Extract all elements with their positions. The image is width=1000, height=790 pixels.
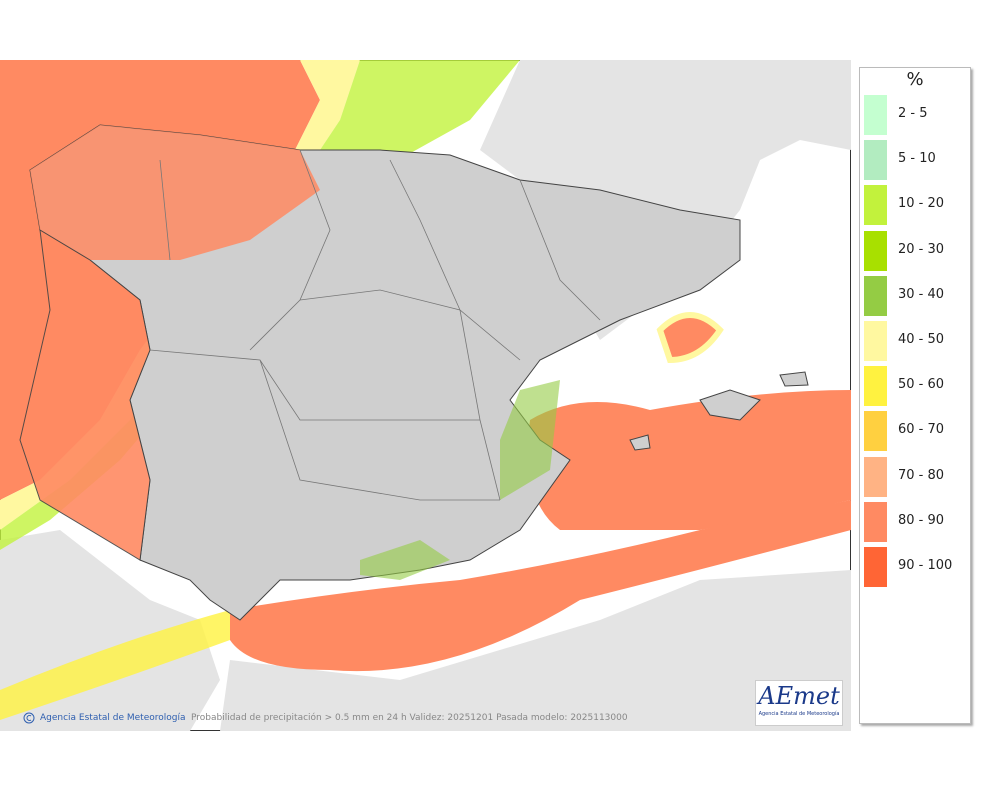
legend-swatch (864, 321, 887, 361)
logo-text: AEmet (758, 682, 840, 710)
legend-label: 40 - 50 (898, 332, 945, 347)
legend-label: 30 - 40 (898, 286, 945, 302)
legend-swatch (864, 366, 887, 407)
legend-swatch (864, 230, 887, 271)
legend-swatch (864, 185, 887, 226)
field-granada (360, 540, 450, 580)
legend-label: 90 - 100 (898, 558, 953, 573)
caption: Probabilidad de precipitación > 0.5 mm e… (191, 713, 628, 723)
legend-swatch (864, 456, 887, 497)
legend-item: 30 - 40 (864, 275, 968, 316)
field-cell (656, 312, 724, 364)
legend-swatch (864, 547, 887, 587)
legend-label: 10 - 20 (898, 196, 945, 212)
legend-swatch (864, 140, 887, 181)
legend-item: 40 - 50 (864, 321, 968, 361)
field-balearic (528, 390, 851, 530)
legend-label: 60 - 70 (898, 422, 945, 438)
legend-item: 2 - 5 (864, 95, 968, 135)
legend-swatch (864, 95, 887, 135)
legend-label: 80 - 90 (898, 512, 945, 528)
credit: Agencia Estatal de Meteorología (40, 713, 186, 723)
mallorca (699, 389, 761, 421)
menorca (779, 371, 809, 387)
logo-subtitle: Agencia Estatal de Meteorología (758, 711, 840, 717)
legend-item: 90 - 100 (864, 547, 968, 587)
legend-swatch (864, 501, 887, 542)
legend-label: 20 - 30 (898, 241, 945, 257)
map (0, 60, 851, 731)
legend-swatch (864, 275, 887, 316)
regions (149, 149, 601, 501)
legend-item: 10 - 20 (864, 185, 968, 226)
legend-label: 5 - 10 (898, 151, 936, 167)
legend-item: 70 - 80 (864, 456, 968, 497)
legend-label: 70 - 80 (898, 467, 945, 483)
ibiza (629, 434, 651, 451)
legend-label: 2 - 5 (898, 106, 928, 121)
legend: % 2 - 5 5 - 10 10 - 20 20 - 30 30 - 40 40 - 5… (859, 67, 971, 724)
portugal (19, 229, 151, 561)
legend-item: 60 - 70 (864, 411, 968, 452)
band-strait (0, 610, 230, 720)
legend-item: 20 - 30 (864, 230, 968, 271)
field-alboran (230, 500, 851, 672)
africa (220, 570, 851, 731)
legend-label: 50 - 60 (898, 377, 945, 393)
legend-item: 80 - 90 (864, 501, 968, 542)
logo: AEmet Agencia Estatal de Meteorología (755, 680, 843, 726)
legend-item: 5 - 10 (864, 140, 968, 181)
legend-item: 50 - 60 (864, 366, 968, 407)
field-north (30, 125, 320, 260)
legend-swatch (864, 411, 887, 452)
copyright-icon (23, 712, 35, 724)
field-valencia (500, 380, 560, 500)
copyright-c (26, 715, 32, 721)
legend-title: % (906, 69, 924, 90)
